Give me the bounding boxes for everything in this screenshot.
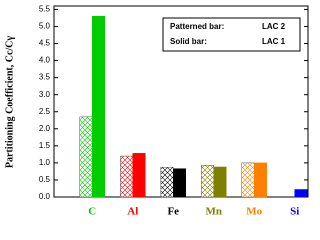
y-tick-label: 3.0 [39,90,51,99]
bar [120,155,133,198]
bar [92,15,105,198]
bar [173,168,186,198]
x-tick-label: Fe [167,206,179,218]
y-tick-label: 0.0 [39,192,51,201]
y-tick-label: 1.5 [39,141,51,150]
x-tick-label: Mn [206,206,223,218]
x-tick-label: Si [290,206,299,218]
y-axis-label: Partitioning Coefficient, Cc/Cγ [4,36,15,168]
legend-entry: LAC 2 [262,22,286,31]
legend-key: Patterned bar: [170,22,224,31]
y-tick-label: 2.0 [39,124,51,133]
y-tick-label: 0.5 [39,175,51,184]
bar [79,116,93,198]
y-tick-label: 4.5 [39,39,51,48]
y-tick-label: 2.5 [39,107,51,116]
bar [213,166,227,198]
x-tick-label: Al [127,206,138,218]
bar [160,167,174,198]
bar [201,165,214,198]
legend-box [162,17,301,52]
y-tick-label: 5.0 [39,22,51,31]
y-tick-label: 5.5 [39,5,51,14]
legend-entry: LAC 1 [262,37,286,46]
bar [294,189,308,198]
chart: Partitioning Coefficient, Cc/Cγ Patterne… [4,5,309,218]
y-tick-label: 4.0 [39,56,51,65]
legend-key: Solid bar: [170,37,207,46]
x-tick-label: C [88,206,96,218]
y-tick-label: 3.5 [39,73,51,82]
bar [132,153,146,198]
bar [241,162,255,198]
y-tick-label: 1.0 [39,158,51,167]
x-tick-label: Mo [246,206,262,218]
bar [254,162,267,198]
